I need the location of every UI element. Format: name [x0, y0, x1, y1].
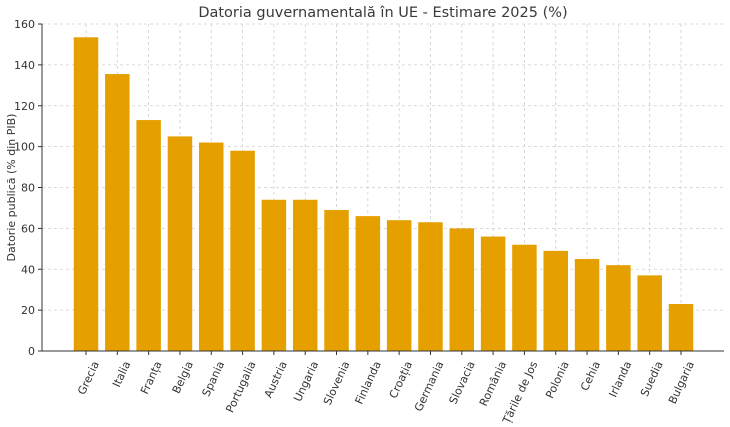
- bar-belgia: [167, 136, 193, 351]
- bar-ungaria: [292, 199, 318, 351]
- x-tick-label: Italia: [110, 359, 133, 389]
- bar-cehia: [574, 259, 600, 351]
- bar-bulgaria: [668, 303, 694, 351]
- x-tick-label: Suedia: [638, 359, 666, 398]
- y-tick-label: 120: [14, 100, 35, 113]
- bar-țările-de-jos: [512, 244, 537, 351]
- x-tick-label: Bulgaria: [666, 359, 697, 406]
- bar-franța: [136, 120, 161, 352]
- y-tick-label: 40: [21, 263, 35, 276]
- bar-germania: [418, 222, 443, 351]
- x-tick-label: Austria: [262, 359, 290, 400]
- x-tick-label: Irlanda: [606, 359, 634, 399]
- x-tick-label: Croația: [387, 359, 415, 400]
- x-tick-label: Cehia: [578, 359, 603, 393]
- bar-slovenia: [324, 209, 349, 351]
- bar-polonia: [543, 250, 568, 351]
- y-tick-label: 100: [14, 141, 35, 154]
- x-tick-label: Portugalia: [223, 359, 258, 415]
- x-tick-label: Polonia: [543, 359, 571, 400]
- y-tick-label: 0: [28, 345, 35, 358]
- bar-irlanda: [606, 265, 631, 351]
- bar-românia: [480, 236, 506, 351]
- x-tick-label: Germania: [412, 359, 447, 413]
- bar-croația: [386, 220, 412, 351]
- y-axis-label: Datorie publică (% din PIB): [5, 114, 18, 262]
- x-tick-label: Belgia: [170, 359, 196, 395]
- bar-spania: [199, 142, 224, 351]
- y-tick-label: 140: [14, 59, 35, 72]
- y-tick-label: 80: [21, 182, 35, 195]
- x-ticks-layer: Grecia Italia Franța Belgia SpaniaPortugalia…: [75, 351, 697, 427]
- bar-grecia: [73, 37, 99, 352]
- x-tick-label: România: [477, 359, 509, 408]
- bar-italia: [105, 74, 130, 352]
- y-tick-label: 20: [21, 304, 35, 317]
- bar-finlanda: [355, 216, 381, 351]
- y-tick-label: 60: [21, 222, 35, 235]
- y-ticks-layer: 0 20 40 60 80 100 120 140 160: [14, 18, 42, 358]
- x-tick-label: Franța: [138, 359, 165, 396]
- x-tick-label: Grecia: [75, 359, 102, 397]
- chart-title: Datoria guvernamentală în UE - Estimare …: [198, 5, 567, 21]
- x-tick-label: Slovacia: [447, 359, 478, 406]
- bars-layer: [73, 37, 694, 352]
- bar-austria: [261, 199, 287, 351]
- y-tick-label: 160: [14, 18, 35, 31]
- bar-suedia: [637, 275, 662, 351]
- x-tick-label: Spania: [200, 359, 228, 398]
- x-tick-label: Slovenia: [321, 359, 353, 407]
- x-tick-label: Finlanda: [353, 359, 384, 406]
- bar-slovacia: [449, 228, 475, 351]
- bar-portugalia: [230, 150, 255, 351]
- x-tick-label: Ungaria: [291, 359, 321, 404]
